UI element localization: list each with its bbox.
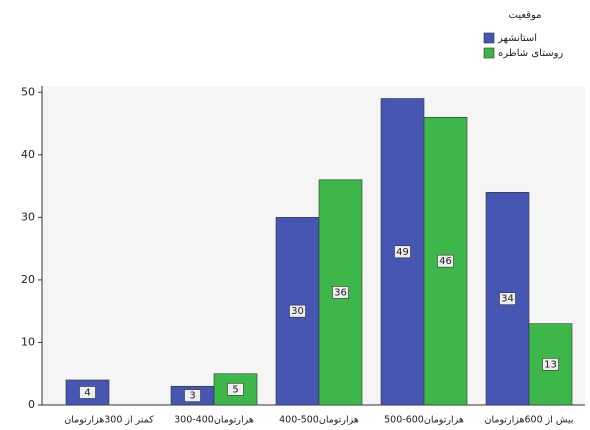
y-tick-label: 20	[21, 273, 35, 286]
value-label: 49	[396, 247, 409, 258]
x-tick-label: کمتر از 300هزارتومان	[64, 415, 154, 426]
value-label: 3	[189, 391, 195, 402]
value-label: 46	[439, 256, 452, 267]
value-label: 5	[232, 384, 238, 395]
x-tick-label: 300-400هزارتومان	[174, 415, 254, 426]
y-tick-label: 30	[21, 210, 35, 223]
value-label: 34	[501, 294, 514, 305]
y-tick-label: 50	[21, 85, 35, 98]
y-tick-label: 10	[21, 335, 35, 348]
value-label: 36	[334, 287, 347, 298]
chart: موقعیت 0 10 20 30 40 50 کمتر از 300هزارتومان 30…	[0, 0, 590, 430]
value-label: 4	[84, 387, 90, 398]
legend-swatch	[484, 48, 494, 58]
y-tick-label: 40	[21, 148, 35, 161]
x-tick-label: بیش از 600هزارتومان	[484, 415, 573, 426]
x-tick-label: 400-500هزارتومان	[279, 415, 359, 426]
legend-label: استانشهر	[497, 33, 537, 44]
x-tick-label: 500-600هزارتومان	[384, 415, 464, 426]
legend-label: روستای شاطره	[498, 48, 563, 59]
y-tick-label: 0	[28, 398, 35, 411]
legend-swatch	[484, 33, 494, 43]
legend-title: موقعیت	[509, 10, 542, 21]
value-label: 30	[291, 306, 304, 317]
value-label: 13	[544, 359, 557, 370]
